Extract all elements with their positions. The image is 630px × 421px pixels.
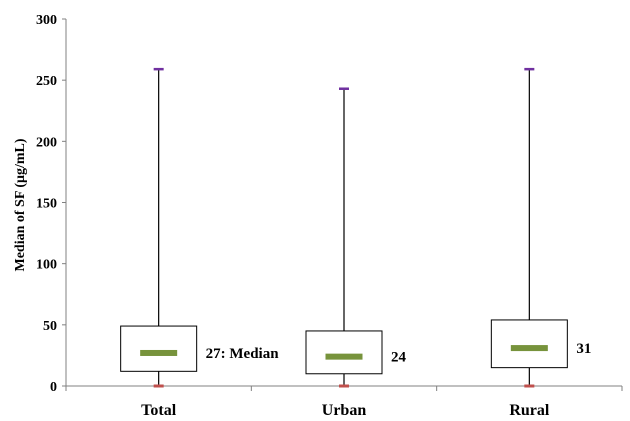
- x-category-label: Total: [141, 402, 177, 419]
- median-value-label: 24: [391, 350, 407, 366]
- x-category-label: Rural: [509, 402, 550, 419]
- median-value-label: 31: [576, 341, 591, 357]
- min-marker: [339, 384, 349, 388]
- x-category-label: Urban: [322, 402, 367, 419]
- median-bar: [325, 353, 363, 360]
- median-value-label: 27: Median: [206, 346, 280, 362]
- x-axis-labels: Total Urban Rural: [141, 402, 550, 419]
- y-tick-label: 150: [36, 197, 57, 212]
- box-group-rural: 31: [490, 67, 591, 388]
- y-tick-label: 200: [36, 135, 57, 150]
- boxes: 27: Median 24 31: [120, 67, 591, 388]
- median-bar: [510, 345, 548, 352]
- y-tick-label: 100: [36, 258, 57, 273]
- median-bar: [140, 349, 178, 356]
- y-tick-label: 300: [36, 13, 57, 28]
- box-iqr: [490, 319, 568, 369]
- min-marker: [153, 384, 164, 388]
- y-axis-title: Median of SF (μg/mL): [13, 138, 28, 271]
- y-tick-label: 50: [43, 319, 57, 334]
- y-tick-label: 0: [50, 380, 57, 395]
- y-axis-ticks: 0 50 100 150 200 250 300: [36, 13, 66, 395]
- min-marker: [524, 384, 535, 388]
- box-group-total: 27: Median: [120, 67, 280, 388]
- y-tick-label: 250: [36, 74, 57, 89]
- box-group-urban: 24: [305, 87, 407, 388]
- box-iqr: [120, 325, 198, 372]
- box-iqr: [305, 330, 383, 375]
